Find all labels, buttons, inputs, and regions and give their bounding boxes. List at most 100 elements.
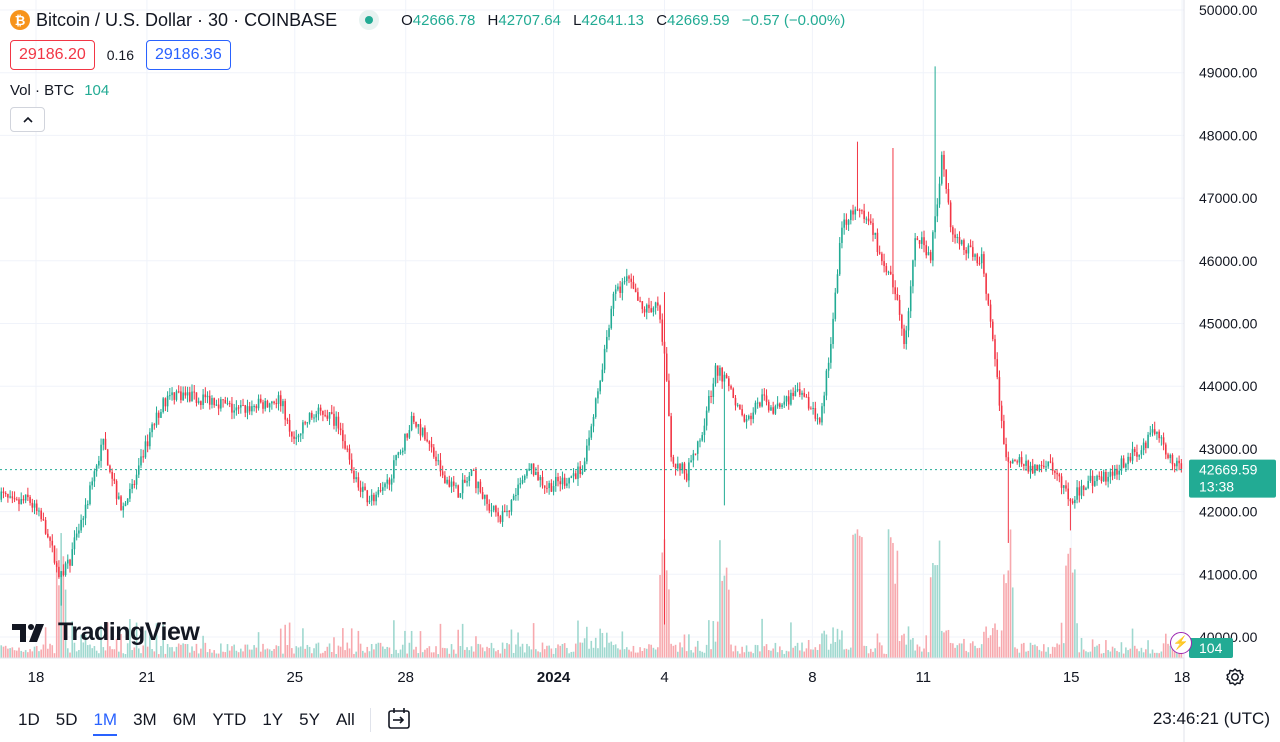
volume-bar bbox=[537, 651, 539, 658]
candle-body bbox=[73, 537, 76, 550]
candle-body bbox=[1116, 468, 1118, 475]
chart-settings-icon[interactable] bbox=[1224, 666, 1246, 688]
candle-body bbox=[787, 396, 790, 405]
volume-bar bbox=[1025, 651, 1027, 658]
candle-body bbox=[827, 362, 830, 371]
range-1y-button[interactable]: 1Y bbox=[262, 710, 284, 729]
volume-bar bbox=[69, 652, 71, 658]
lightning-icon[interactable]: ⚡ bbox=[1170, 632, 1192, 654]
volume-bar bbox=[213, 650, 215, 658]
price-tick-label: 45000.00 bbox=[1199, 316, 1258, 332]
volume-bar bbox=[861, 537, 863, 658]
symbol-legend[interactable]: ₿ Bitcoin / U.S. Dollar · 30 · COINBASE … bbox=[10, 8, 853, 32]
candle-body bbox=[561, 477, 564, 485]
time-tick-label: 4 bbox=[660, 669, 668, 686]
candle-body bbox=[137, 465, 140, 475]
candle-body bbox=[719, 367, 721, 376]
volume-legend[interactable]: Vol · BTC 104 bbox=[10, 80, 109, 100]
candle-body bbox=[532, 463, 535, 475]
volume-bar bbox=[836, 628, 839, 658]
volume-bar bbox=[133, 647, 136, 658]
go-to-date-icon[interactable] bbox=[386, 706, 412, 732]
candle-body bbox=[958, 237, 961, 245]
candle-body bbox=[772, 407, 774, 414]
volume-bar bbox=[468, 650, 471, 658]
candle-body bbox=[266, 400, 269, 408]
volume-bar bbox=[1133, 645, 1136, 658]
volume-bar bbox=[967, 652, 970, 658]
volume-bar bbox=[131, 650, 133, 658]
candle-body bbox=[479, 481, 482, 493]
candle-body bbox=[659, 305, 661, 320]
candle-body bbox=[929, 252, 932, 261]
range-1d-button[interactable]: 1D bbox=[18, 710, 40, 729]
volume-bar bbox=[747, 651, 750, 658]
range-all-button[interactable]: All bbox=[335, 710, 355, 729]
volume-bar bbox=[987, 637, 990, 658]
candle-body bbox=[195, 392, 198, 403]
volume-bar bbox=[397, 653, 400, 658]
volume-bar bbox=[858, 535, 861, 658]
volume-bar bbox=[1076, 623, 1078, 658]
sell-price-button[interactable]: 29186.20 bbox=[10, 40, 95, 70]
volume-bar bbox=[767, 650, 770, 658]
candle-body bbox=[226, 403, 229, 405]
volume-bar bbox=[515, 644, 517, 658]
candle-body bbox=[13, 498, 16, 500]
candle-body bbox=[342, 430, 344, 442]
candle-body bbox=[326, 415, 329, 419]
volume-bar bbox=[501, 642, 504, 658]
volume-bar bbox=[783, 653, 786, 658]
range-3m-button[interactable]: 3M bbox=[133, 710, 157, 729]
candle-body bbox=[637, 292, 639, 301]
volume-bar bbox=[754, 644, 757, 658]
candle-body bbox=[721, 367, 723, 382]
candle-body bbox=[1176, 460, 1178, 467]
market-status-icon[interactable] bbox=[359, 10, 380, 30]
candle-body bbox=[131, 483, 133, 489]
candle-body bbox=[1105, 471, 1107, 482]
volume-bar bbox=[645, 648, 648, 658]
candle-body bbox=[774, 406, 777, 414]
candle-body bbox=[741, 409, 743, 416]
volume-bar bbox=[246, 644, 249, 658]
volume-bar bbox=[632, 645, 635, 658]
volume-bar bbox=[550, 648, 553, 658]
volume-bar bbox=[100, 625, 102, 658]
candle-body bbox=[268, 403, 271, 408]
candle-body bbox=[1071, 501, 1074, 504]
range-1m-button[interactable]: 1M bbox=[85, 708, 125, 736]
candle-body bbox=[676, 463, 679, 469]
utc-clock[interactable]: 23:46:21 (UTC) bbox=[1152, 709, 1270, 728]
volume-bar bbox=[399, 649, 402, 658]
volume-bar bbox=[51, 645, 54, 658]
range-5y-button[interactable]: 5Y bbox=[299, 710, 320, 729]
volume-bar bbox=[872, 651, 874, 658]
collapse-legend-button[interactable] bbox=[10, 107, 45, 132]
candle-body bbox=[654, 302, 657, 308]
volume-bar bbox=[1023, 642, 1025, 658]
symbol-title[interactable]: Bitcoin / U.S. Dollar · 30 · COINBASE bbox=[36, 9, 338, 30]
volume-bar bbox=[82, 642, 85, 658]
candle-body bbox=[120, 496, 122, 511]
volume-bar bbox=[812, 649, 814, 658]
range-5d-button[interactable]: 5D bbox=[55, 710, 78, 729]
candle-body bbox=[1129, 456, 1132, 461]
range-6m-button[interactable]: 6M bbox=[172, 710, 197, 729]
volume-value: 104 bbox=[84, 81, 110, 99]
buy-price-button[interactable]: 29186.36 bbox=[145, 40, 231, 70]
candle-body bbox=[852, 210, 854, 215]
tradingview-logo[interactable]: TradingView bbox=[12, 618, 200, 647]
volume-bar bbox=[22, 651, 25, 658]
volume-bar bbox=[506, 642, 508, 658]
volume-bar bbox=[805, 648, 808, 658]
candle-body bbox=[410, 415, 413, 431]
candle-body bbox=[246, 406, 249, 413]
candle-body bbox=[182, 392, 184, 401]
volume-bar bbox=[104, 650, 107, 658]
candle-body bbox=[66, 559, 69, 564]
range-ytd-button[interactable]: YTD bbox=[212, 710, 247, 729]
candle-body bbox=[606, 336, 608, 349]
candle-body bbox=[162, 398, 164, 412]
candle-body bbox=[297, 435, 300, 438]
